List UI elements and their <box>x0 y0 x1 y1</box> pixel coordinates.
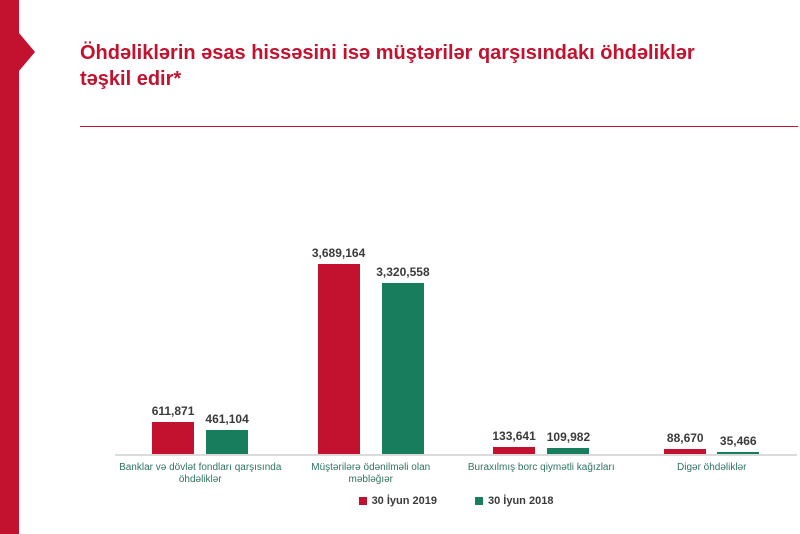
category-label-line: Müştərilərə ödənilməli olan <box>311 462 431 473</box>
value-label: 461,104 <box>205 412 249 426</box>
value-label: 3,689,164 <box>311 246 366 260</box>
bar-with-label: 109,982 <box>547 430 590 454</box>
bar-with-label: 611,871 <box>151 404 195 454</box>
category-label-line: Digər öhdəliklər <box>677 462 747 473</box>
chart-legend: 30 İyun 2019 30 İyun 2018 <box>115 495 797 507</box>
category-group: 133,641 109,982 <box>456 429 627 454</box>
bar-30-i̇yun-2018 <box>547 448 590 454</box>
bar-30-i̇yun-2018 <box>717 452 760 454</box>
category-label: Banklar və dövlət fondları qarşısında öhd… <box>115 462 286 486</box>
bar-30-i̇yun-2018 <box>381 283 424 454</box>
bar-30-i̇yun-2018 <box>206 430 249 454</box>
category-group: 3,689,164 3,320,558 <box>286 246 457 454</box>
value-label: 611,871 <box>151 404 195 418</box>
plot-area: 611,871 461,104 3,689,164 3,320,558 133,641 1… <box>115 246 797 454</box>
legend-item: 30 İyun 2018 <box>475 495 553 507</box>
x-axis-line <box>115 454 797 456</box>
legend-swatch <box>475 497 483 505</box>
page-title: Öhdəliklərin əsas hissəsini isə müştəril… <box>80 40 780 92</box>
category-group: 611,871 461,104 <box>115 404 286 454</box>
bar-with-label: 461,104 <box>205 412 249 454</box>
value-label: 133,641 <box>492 429 536 443</box>
category-label: Buraxılmış borc qiymətli kağızları <box>456 462 627 486</box>
page-title-line-1: Öhdəliklərin əsas hissəsini isə müştəril… <box>80 42 695 64</box>
title-divider <box>80 126 798 127</box>
bar-chart: 611,871 461,104 3,689,164 3,320,558 133,641 1… <box>115 140 797 534</box>
category-group: 88,670 35,466 <box>627 431 798 454</box>
bar-with-label: 3,320,558 <box>376 265 430 454</box>
legend-item: 30 İyun 2019 <box>358 495 437 507</box>
legend-swatch <box>358 497 367 505</box>
bar-with-label: 35,466 <box>717 434 760 454</box>
left-accent-bar <box>0 0 19 534</box>
bar-with-label: 3,689,164 <box>312 246 365 454</box>
bar-with-label: 133,641 <box>492 429 536 454</box>
category-label: Müştərilərə ödənilməli olan məbləğıər <box>286 462 457 486</box>
value-label: 3,320,558 <box>376 265 430 279</box>
bar-30-i̇yun-2019 <box>664 449 707 454</box>
value-label: 88,670 <box>666 431 704 445</box>
page-title-line-2: təşkil edir* <box>80 68 182 90</box>
category-label-line: öhdəliklər <box>178 474 222 485</box>
legend-label: 30 İyun 2018 <box>488 495 554 507</box>
category-label-line: Buraxılmış borc qiymətli kağızları <box>467 462 615 473</box>
bar-with-label: 88,670 <box>664 431 707 454</box>
category-label-line: Banklar və dövlət fondları qarşısında <box>119 462 282 473</box>
legend-label: 30 İyun 2019 <box>371 495 437 507</box>
bar-30-i̇yun-2019 <box>152 422 195 454</box>
bar-30-i̇yun-2019 <box>317 264 360 454</box>
category-label: Digər öhdəliklər <box>627 462 798 486</box>
category-label-line: məbləğıər <box>348 474 393 485</box>
category-axis-labels: Banklar və dövlət fondları qarşısında öhd… <box>115 462 797 486</box>
value-label: 109,982 <box>546 430 591 444</box>
arrow-right-icon <box>19 33 35 71</box>
bar-30-i̇yun-2019 <box>493 447 536 454</box>
value-label: 35,466 <box>719 434 757 448</box>
